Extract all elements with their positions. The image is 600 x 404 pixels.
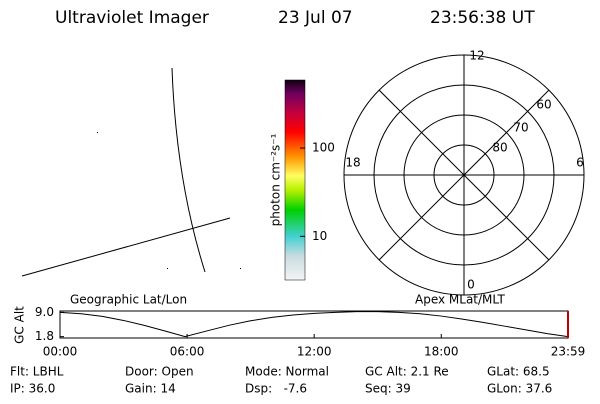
colorbar	[284, 79, 306, 281]
field: GLat: 68.5	[487, 365, 550, 379]
time: 23:56:38 UT	[430, 8, 535, 28]
y-tick-label: 1.8	[35, 329, 54, 343]
polar-grid	[343, 54, 585, 296]
dot	[97, 132, 98, 133]
mlt-label: 6	[576, 156, 584, 170]
x-tick-label: 23:59	[551, 345, 586, 359]
field: Flt: LBHL	[10, 365, 64, 379]
plot-title: Geographic Lat/Lon	[70, 293, 187, 307]
field: Gain: 14	[125, 382, 176, 396]
field: Mode: Normal	[245, 365, 329, 379]
lat-label: 60	[536, 98, 551, 112]
colorbar-tick-label: 100	[312, 141, 335, 155]
mlt-label: 12	[469, 49, 484, 63]
dot	[240, 268, 241, 269]
dot	[167, 268, 168, 269]
field: IP: 36.0	[10, 382, 55, 396]
x-tick-label: 00:00	[43, 345, 78, 359]
field: GLon: 37.6	[487, 382, 552, 396]
x-tick-label: 12:00	[297, 345, 332, 359]
parallel	[21, 217, 231, 277]
colorbar-label: photon cm⁻²s⁻¹	[269, 133, 283, 226]
y-tick-label: 9.0	[35, 305, 54, 319]
date: 23 Jul 07	[278, 8, 353, 28]
field: Seq: 39	[365, 382, 411, 396]
mlt-label: 18	[345, 156, 360, 170]
x-tick-label: 18:00	[424, 345, 459, 359]
field: Door: Open	[125, 365, 194, 379]
meridian	[171, 67, 206, 273]
lat-label: 70	[513, 121, 528, 135]
colorbar-tick-label: 10	[312, 229, 327, 243]
title: Ultraviolet Imager	[55, 8, 209, 28]
geo-grid	[21, 67, 231, 277]
lat-label: 80	[492, 141, 507, 155]
spoke	[378, 89, 550, 261]
mlt-label: 0	[467, 278, 475, 292]
field: GC Alt: 2.1 Re	[365, 365, 449, 379]
y-label: GC Alt	[13, 306, 27, 344]
x-tick-label: 06:00	[170, 345, 205, 359]
field: Dsp: -7.6	[245, 382, 307, 396]
altitude-line	[59, 311, 569, 338]
dots	[97, 132, 241, 269]
plot-title: Apex MLat/MLT	[415, 293, 505, 307]
footer: Flt: LBHL Door: Open Mode: Normal GC Alt…	[10, 365, 552, 396]
